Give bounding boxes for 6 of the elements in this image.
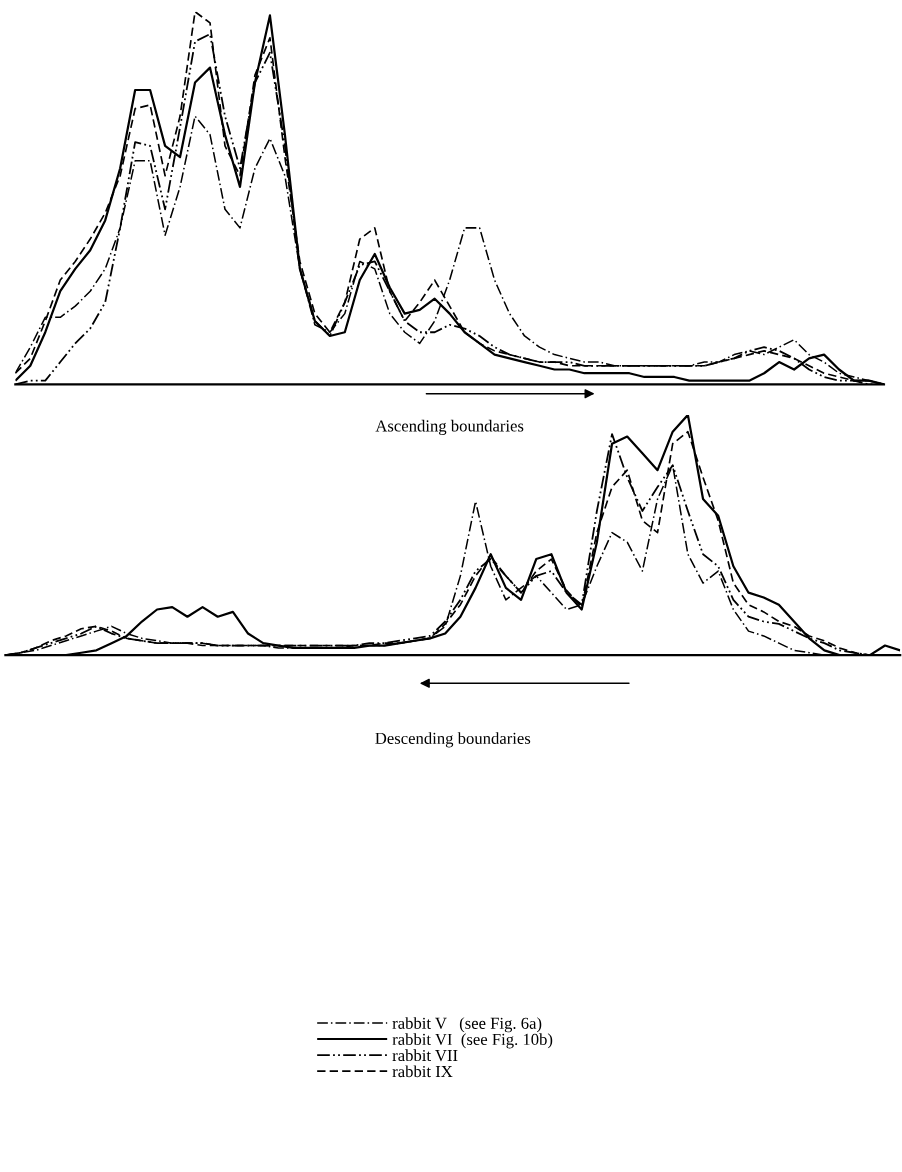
legend-label: rabbit IX: [392, 1065, 453, 1078]
legend-label: rabbit V (see Fig. 6a): [392, 1017, 542, 1033]
legend-label: rabbit VII: [392, 1049, 458, 1062]
x-axis-title: Ascending boundaries: [375, 419, 524, 435]
legend-label: rabbit VI (see Fig. 10b): [392, 1033, 553, 1049]
x-axis-title: Descending boundaries: [375, 732, 531, 748]
